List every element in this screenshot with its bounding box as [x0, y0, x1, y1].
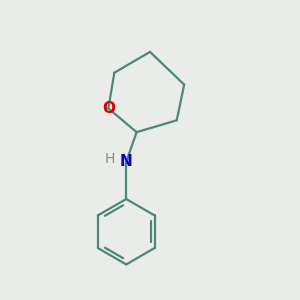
Text: O: O: [102, 101, 115, 116]
Text: H: H: [105, 152, 115, 166]
Text: N: N: [120, 154, 133, 169]
